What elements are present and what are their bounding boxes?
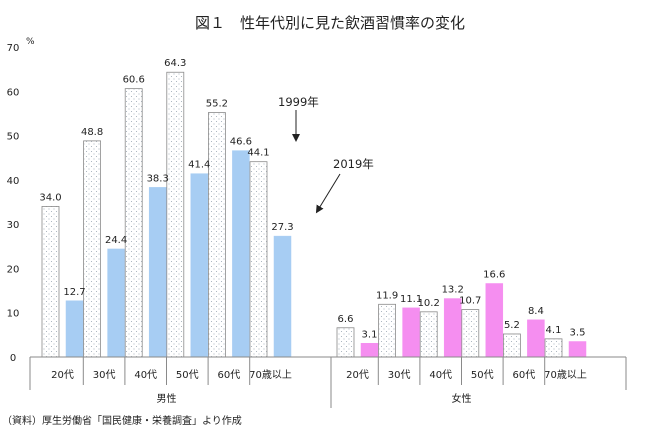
x-group-label: 女性	[452, 392, 472, 405]
value-label-1999: 44.1	[247, 148, 269, 159]
value-label-2019: 16.6	[483, 269, 505, 280]
bar-2019	[65, 300, 84, 358]
value-label-2019: 13.2	[442, 285, 464, 296]
bar-1999	[336, 327, 355, 358]
bars-layer	[41, 71, 587, 358]
annotation-2019: 2019年	[315, 157, 374, 214]
x-category-label: 60代	[513, 369, 536, 381]
y-unit-label: %	[26, 37, 35, 47]
x-category-label: 70歳以上	[249, 369, 292, 381]
bar-2019	[273, 235, 292, 358]
x-category-label: 70歳以上	[544, 369, 587, 381]
bar-2019	[402, 307, 420, 358]
y-tick-label: 40	[7, 176, 20, 187]
bar-1999	[249, 161, 268, 358]
value-label-2019: 24.4	[105, 235, 127, 246]
bar-1999	[41, 206, 60, 358]
value-label-1999: 6.6	[338, 314, 354, 325]
x-group-label: 男性	[157, 392, 177, 405]
value-label-2019: 41.4	[188, 160, 210, 171]
bar-2019	[148, 187, 167, 358]
value-label-1999: 10.2	[418, 298, 440, 309]
bar-2019	[232, 150, 250, 358]
annotation-1999-label: 1999年	[278, 95, 319, 109]
source-note: （資料）厚生労働省「国民健康・栄養調査」より作成	[2, 414, 242, 427]
y-tick-label: 70	[7, 43, 20, 54]
x-category-label: 20代	[346, 369, 369, 381]
y-tick-label: 10	[7, 309, 20, 320]
x-category-label: 40代	[134, 369, 157, 381]
value-label-1999: 60.6	[123, 75, 145, 86]
value-label-1999: 64.3	[164, 58, 186, 69]
x-category-label: 50代	[176, 369, 199, 381]
value-labels-layer: 34.0 12.7 48.8 24.4 60.6 38.3 64.3 41.4 55.2 46.6…	[39, 58, 585, 340]
x-category-label: 60代	[218, 369, 241, 381]
x-category-label: 40代	[429, 369, 452, 381]
y-axis: 0 10 20 30 40 50 60 70	[7, 43, 20, 364]
value-label-2019: 3.5	[570, 328, 586, 339]
value-label-2019: 27.3	[271, 222, 293, 233]
bar-2019	[107, 248, 125, 358]
value-label-1999: 4.1	[546, 325, 562, 336]
annotation-2019-label: 2019年	[333, 157, 374, 171]
value-label-1999: 34.0	[39, 192, 61, 203]
annotation-2019-arrow	[315, 173, 341, 214]
y-tick-label: 50	[7, 132, 20, 143]
bar-1999	[419, 311, 438, 358]
chart-title: 図１ 性年代別に見た飲酒習慣率の変化	[195, 14, 465, 32]
value-label-2019: 12.7	[63, 287, 85, 298]
value-label-1999: 55.2	[206, 99, 228, 110]
value-label-1999: 5.2	[504, 320, 520, 331]
bar-2019	[485, 283, 504, 358]
value-label-1999: 11.9	[376, 290, 398, 301]
x-category-label: 30代	[388, 369, 411, 381]
value-label-1999: 10.7	[459, 296, 481, 307]
bar-1999	[207, 112, 226, 358]
value-label-2019: 46.6	[230, 137, 252, 148]
bar-2019	[443, 298, 462, 358]
value-label-1999: 48.8	[81, 127, 103, 138]
bar-2019	[527, 319, 545, 358]
value-label-2019: 3.1	[362, 329, 378, 340]
y-tick-label: 0	[10, 353, 16, 364]
bar-1999	[502, 333, 521, 358]
bar-2019	[190, 173, 209, 358]
x-category-label: 20代	[51, 369, 74, 381]
bar-1999	[83, 140, 101, 358]
annotation-1999: 1999年	[278, 95, 319, 142]
x-category-label: 30代	[93, 369, 116, 381]
y-tick-label: 60	[7, 87, 20, 98]
value-label-2019: 8.4	[528, 306, 544, 317]
bar-2019	[568, 341, 587, 358]
y-tick-label: 20	[7, 264, 20, 275]
value-label-2019: 38.3	[147, 173, 169, 184]
y-tick-label: 30	[7, 220, 20, 231]
bar-1999	[378, 303, 397, 358]
x-category-label: 50代	[471, 369, 494, 381]
bar-1999	[544, 338, 563, 358]
bar-1999	[124, 88, 143, 358]
bar-1999	[166, 71, 185, 358]
bar-2019	[360, 343, 379, 358]
value-label-2019: 11.1	[400, 294, 422, 305]
bar-1999	[461, 309, 480, 358]
